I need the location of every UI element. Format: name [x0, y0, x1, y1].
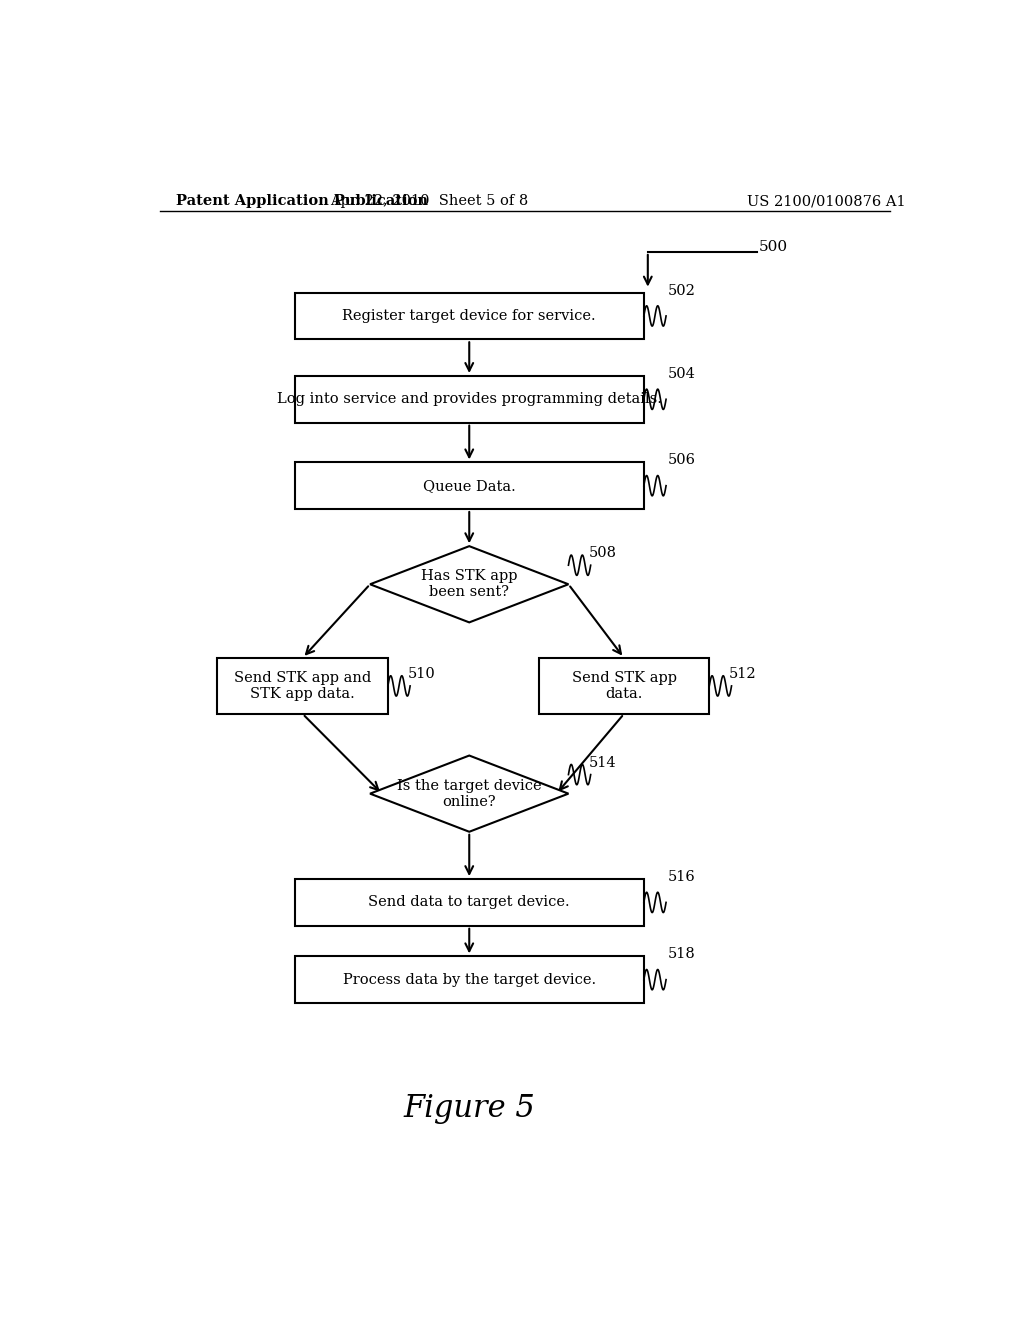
Text: Patent Application Publication: Patent Application Publication	[176, 194, 428, 209]
Text: 514: 514	[588, 755, 615, 770]
Text: 510: 510	[408, 667, 435, 681]
Text: US 2100/0100876 A1: US 2100/0100876 A1	[748, 194, 905, 209]
Text: 500: 500	[759, 240, 788, 253]
Text: Process data by the target device.: Process data by the target device.	[343, 973, 596, 986]
Text: Log into service and provides programming details.: Log into service and provides programmin…	[276, 392, 662, 407]
FancyBboxPatch shape	[295, 293, 644, 339]
FancyBboxPatch shape	[295, 376, 644, 422]
Text: Send data to target device.: Send data to target device.	[369, 895, 570, 909]
Text: 502: 502	[668, 284, 695, 297]
Text: Is the target device
online?: Is the target device online?	[397, 779, 542, 809]
Text: Queue Data.: Queue Data.	[423, 479, 516, 492]
Text: 518: 518	[668, 948, 695, 961]
Text: Figure 5: Figure 5	[403, 1093, 536, 1125]
Polygon shape	[370, 755, 568, 832]
FancyBboxPatch shape	[217, 657, 388, 714]
FancyBboxPatch shape	[295, 956, 644, 1003]
FancyBboxPatch shape	[539, 657, 710, 714]
Text: Apr. 22, 2010  Sheet 5 of 8: Apr. 22, 2010 Sheet 5 of 8	[331, 194, 528, 209]
FancyBboxPatch shape	[295, 462, 644, 510]
FancyBboxPatch shape	[295, 879, 644, 925]
Text: 512: 512	[729, 667, 757, 681]
Text: Send STK app
data.: Send STK app data.	[571, 671, 677, 701]
Text: 516: 516	[668, 870, 695, 884]
Text: Has STK app
been sent?: Has STK app been sent?	[421, 569, 517, 599]
Text: Send STK app and
STK app data.: Send STK app and STK app data.	[233, 671, 372, 701]
Text: 504: 504	[668, 367, 695, 381]
Text: 506: 506	[668, 453, 695, 467]
Text: 508: 508	[588, 546, 616, 560]
Polygon shape	[370, 546, 568, 623]
Text: Register target device for service.: Register target device for service.	[342, 309, 596, 323]
